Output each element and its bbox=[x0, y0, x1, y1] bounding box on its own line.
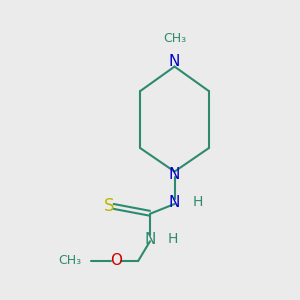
Text: H: H bbox=[192, 195, 203, 209]
Text: N: N bbox=[144, 232, 156, 247]
Text: N: N bbox=[169, 54, 180, 69]
Text: S: S bbox=[103, 197, 114, 215]
Text: N: N bbox=[169, 167, 180, 182]
Text: CH₃: CH₃ bbox=[58, 254, 81, 267]
Text: N: N bbox=[169, 194, 180, 209]
Text: H: H bbox=[168, 232, 178, 246]
Text: O: O bbox=[110, 254, 122, 268]
Text: CH₃: CH₃ bbox=[163, 32, 186, 45]
